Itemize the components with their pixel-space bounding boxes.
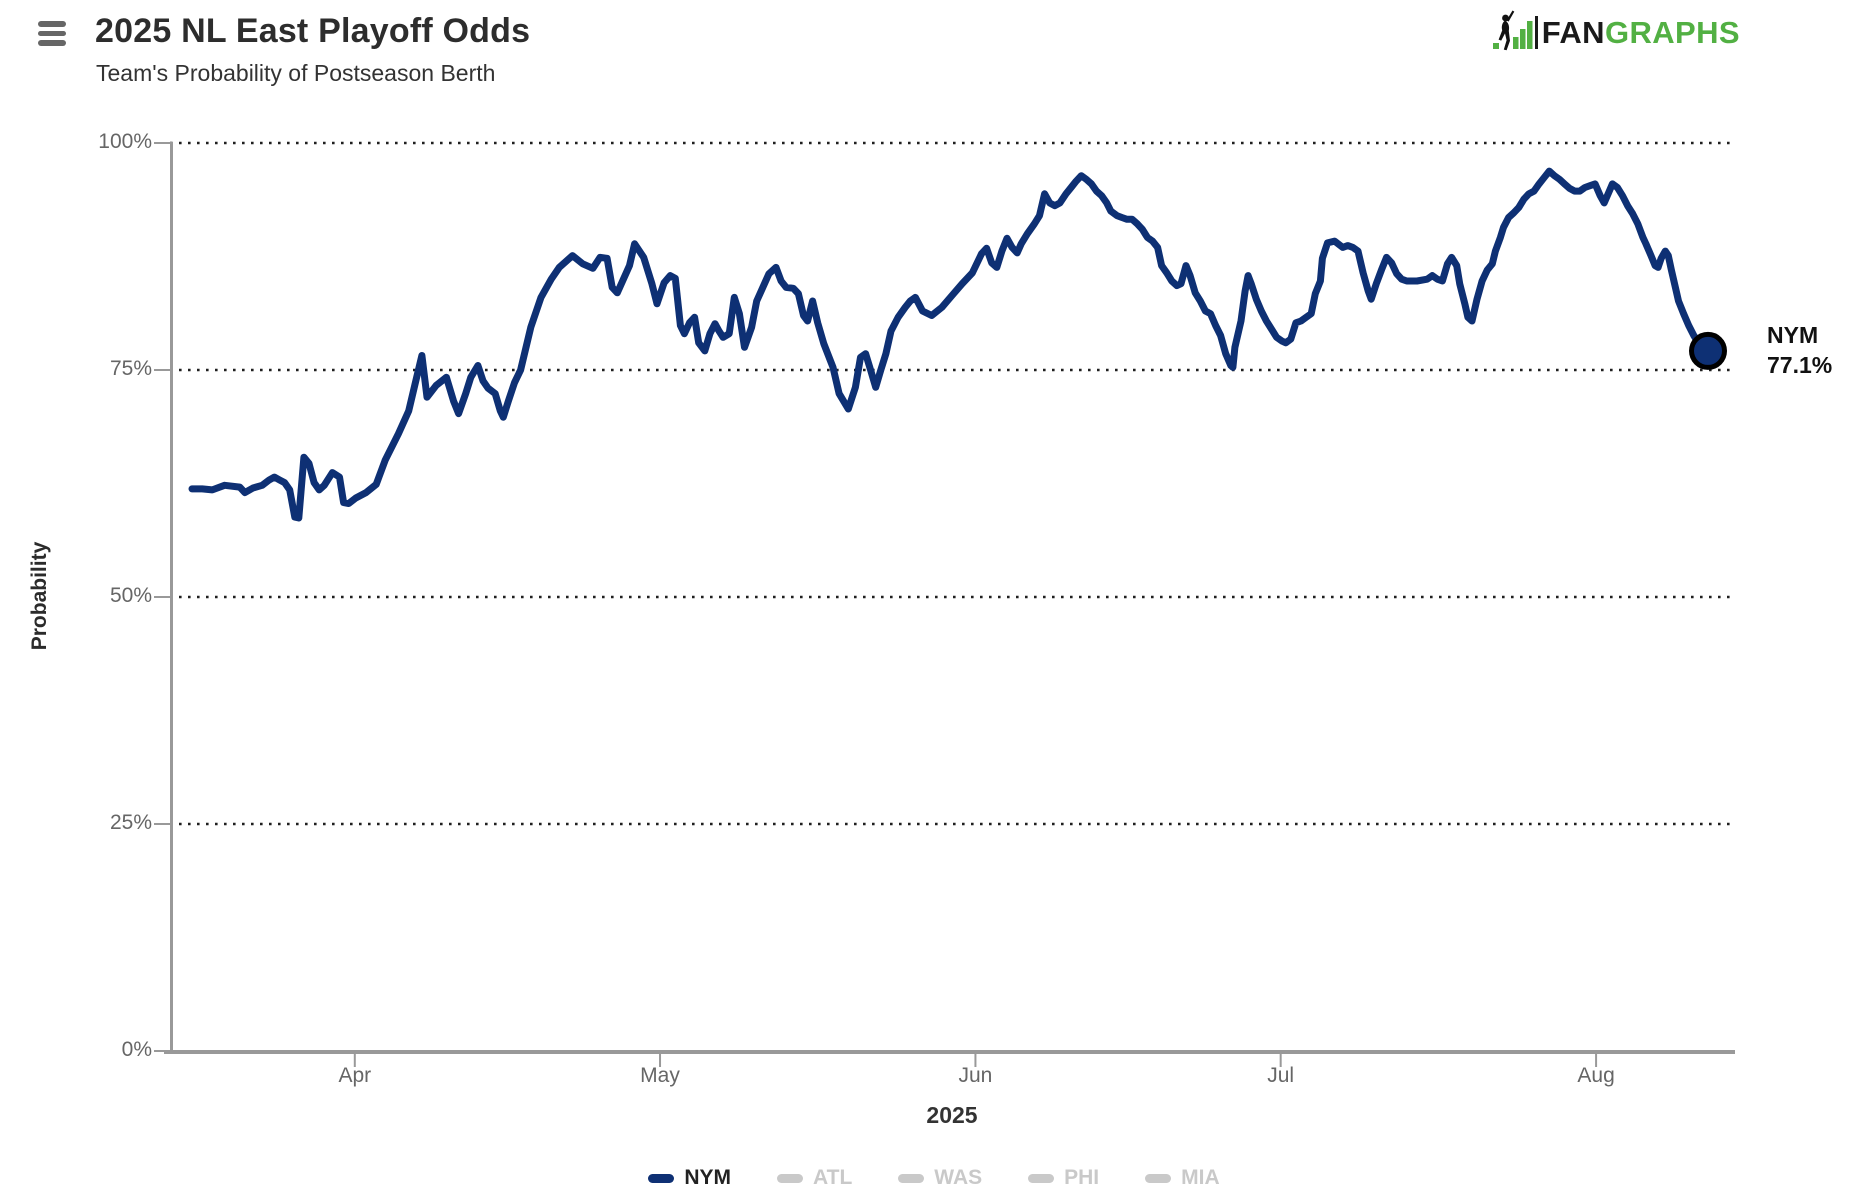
menu-bar [38, 30, 66, 37]
legend-swatch-atl [777, 1173, 804, 1183]
series-end-label: NYM 77.1% [1767, 320, 1832, 380]
nym-odds-line [188, 167, 1712, 522]
y-tick-label: 25% [109, 811, 152, 834]
legend-label: WAS [934, 1166, 983, 1189]
end-label-value: 77.1% [1767, 352, 1833, 378]
fangraphs-logo[interactable]: FAN GRAPHS [1492, 10, 1740, 56]
logo-text-graphs: GRAPHS [1604, 15, 1740, 50]
page-subtitle: Team's Probability of Postseason Berth [96, 60, 496, 86]
fangraphs-batter-icon [1492, 10, 1538, 51]
legend-label: MIA [1181, 1166, 1220, 1189]
x-tick-label: Apr [338, 1064, 372, 1087]
menu-bar [38, 21, 66, 27]
chart-legend: NYM ATL WAS PHI MIA [0, 1166, 1868, 1190]
legend-item-phi[interactable]: PHI [1028, 1166, 1099, 1190]
page-title: 2025 NL East Playoff Odds [95, 12, 531, 50]
legend-swatch-mia [1145, 1173, 1172, 1183]
legend-swatch-phi [1028, 1173, 1055, 1183]
legend-label: PHI [1064, 1166, 1100, 1189]
x-tick-label: Jun [958, 1064, 993, 1087]
logo-text-fan: FAN [1541, 15, 1605, 50]
legend-swatch-nym [648, 1173, 675, 1183]
end-label-team: NYM [1767, 322, 1819, 348]
x-axis-title: 2025 [926, 1102, 978, 1128]
legend-item-atl[interactable]: ATL [777, 1166, 852, 1190]
x-tick-label: Aug [1577, 1064, 1615, 1087]
legend-label: NYM [684, 1166, 732, 1189]
legend-item-mia[interactable]: MIA [1145, 1166, 1220, 1190]
menu-bar [38, 40, 66, 46]
hamburger-menu-icon[interactable] [38, 21, 66, 47]
nym-endpoint-dot [1689, 331, 1727, 370]
legend-swatch-was [898, 1173, 925, 1183]
legend-label: ATL [813, 1166, 853, 1189]
y-tick-label: 0% [121, 1038, 152, 1061]
y-tick-label: 100% [98, 130, 152, 153]
x-tick-label: Jul [1267, 1064, 1295, 1087]
legend-item-was[interactable]: WAS [898, 1166, 982, 1190]
x-tick-label: May [640, 1064, 680, 1087]
y-tick-label: 50% [109, 584, 152, 607]
legend-item-nym[interactable]: NYM [648, 1166, 731, 1190]
y-tick-label: 75% [109, 357, 152, 380]
